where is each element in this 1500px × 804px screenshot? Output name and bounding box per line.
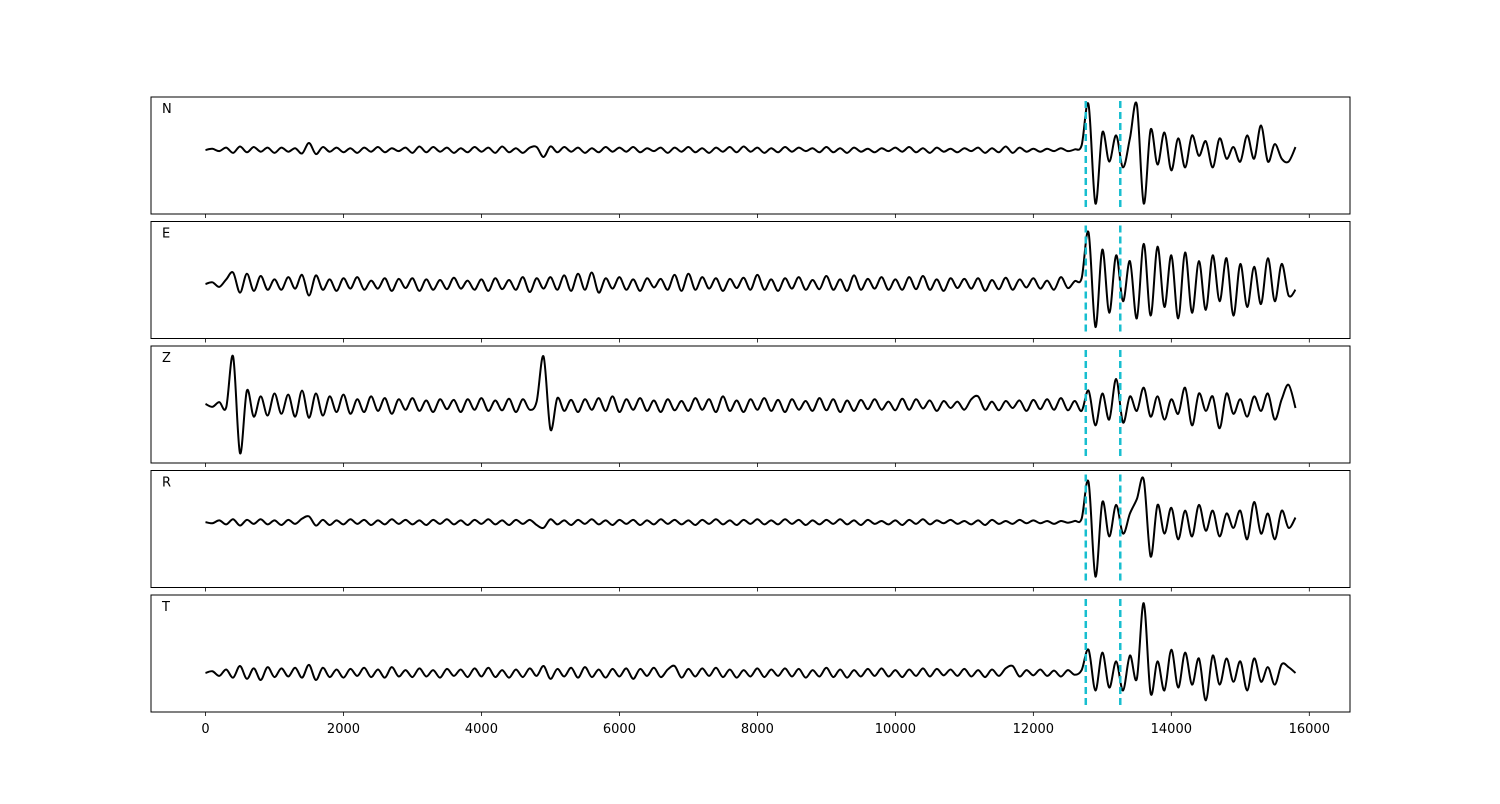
x-tick-label: 16000 xyxy=(1289,722,1330,737)
panel-frame xyxy=(150,345,1351,464)
x-tick-label: 0 xyxy=(201,722,209,737)
x-tick-label: 12000 xyxy=(1013,722,1054,737)
trace xyxy=(205,101,1297,205)
panel-label: E xyxy=(162,227,170,242)
x-tick-label: 14000 xyxy=(1151,722,1192,737)
x-tick-label: 2000 xyxy=(327,722,360,737)
trace xyxy=(205,354,1297,455)
x-tick-label: 8000 xyxy=(741,722,774,737)
panel-label: N xyxy=(162,102,172,117)
panel-label: T xyxy=(161,600,170,615)
trace xyxy=(205,230,1297,329)
x-tick-label: 6000 xyxy=(603,722,636,737)
panel-frame xyxy=(150,594,1351,713)
panel-label: R xyxy=(162,476,171,491)
panel-frame xyxy=(150,96,1351,215)
panel-label: Z xyxy=(162,351,171,366)
trace xyxy=(205,602,1297,702)
panel-frame xyxy=(150,470,1351,588)
trace xyxy=(205,476,1297,578)
x-tick-label: 10000 xyxy=(875,722,916,737)
panel-frame xyxy=(150,221,1351,339)
x-tick-label: 4000 xyxy=(465,722,498,737)
